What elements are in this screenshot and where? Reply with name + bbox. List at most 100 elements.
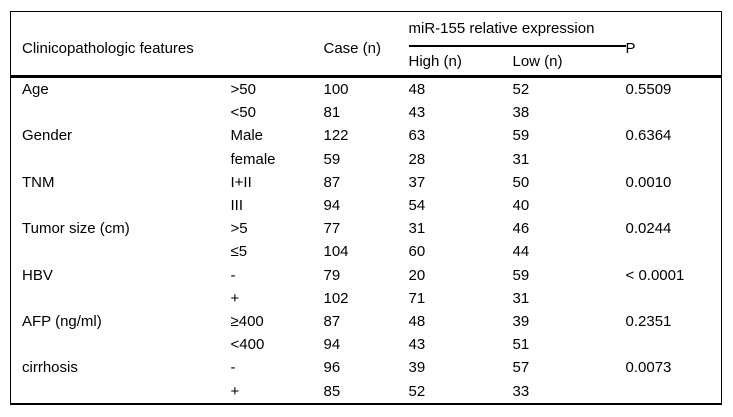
subcategory-cell: >50 (230, 81, 256, 99)
high-cell: 31 (408, 220, 426, 238)
feature-cell (11, 333, 231, 356)
subcategory-cell: Male (230, 127, 264, 145)
subcategory-cell: - (230, 266, 236, 284)
low-cell: 40 (512, 197, 530, 215)
high-cell: 52 (408, 382, 426, 400)
table-row: + 85 52 33 (11, 379, 722, 403)
table-row: III 94 54 40 (11, 194, 722, 217)
p-cell (626, 101, 722, 124)
feature-cell: Tumor size (cm) (22, 220, 130, 238)
subcategory-cell: female (230, 150, 276, 168)
case-cell: 77 (323, 220, 341, 238)
feature-cell (11, 287, 231, 310)
low-cell: 31 (512, 150, 530, 168)
table-row: <400 94 43 51 (11, 333, 722, 356)
subcategory-cell: <50 (230, 104, 256, 122)
case-cell: 87 (323, 173, 341, 191)
low-cell: 50 (512, 173, 530, 191)
table-row: AFP (ng/ml) ≥400 87 48 39 0.2351 (11, 310, 722, 333)
table-row: Age >50 100 48 52 0.5509 (11, 77, 722, 102)
table-row: female 59 28 31 (11, 148, 722, 171)
high-cell: 60 (408, 243, 426, 261)
table-body: Age >50 100 48 52 0.5509 <50 81 43 38 Ge… (11, 77, 722, 404)
p-cell: 0.2351 (625, 312, 672, 330)
header-clinicopathologic-features: Clinicopathologic features (10, 11, 324, 78)
p-cell: 0.5509 (625, 81, 672, 99)
header-case-n: Case (n) (323, 11, 409, 78)
p-cell (626, 194, 722, 217)
table-row: Gender Male 122 63 59 0.6364 (11, 124, 722, 147)
high-cell: 54 (408, 197, 426, 215)
case-cell: 102 (323, 289, 349, 307)
feature-cell (11, 148, 231, 171)
table-header: Clinicopathologic features Case (n) miR-… (10, 11, 722, 78)
low-cell: 39 (512, 312, 530, 330)
feature-cell: TNM (22, 173, 55, 191)
case-cell: 59 (323, 150, 341, 168)
header-row-sub: High (n) Low (n) (11, 46, 722, 78)
p-cell: 0.0073 (625, 359, 672, 377)
p-cell: 0.6364 (625, 127, 672, 145)
high-cell: 48 (408, 312, 426, 330)
case-cell: 87 (323, 312, 341, 330)
subcategory-cell: <400 (230, 336, 265, 354)
p-cell: 0.0010 (625, 173, 672, 191)
case-cell: 81 (323, 104, 341, 122)
table-row: Tumor size (cm) >5 77 31 46 0.0244 (11, 217, 722, 240)
subcategory-cell: ≥400 (230, 312, 264, 330)
feature-cell (11, 240, 231, 263)
subcategory-cell: >5 (230, 220, 248, 238)
low-cell: 59 (512, 266, 530, 284)
feature-cell: Gender (22, 127, 73, 145)
p-cell (626, 148, 722, 171)
low-cell: 52 (512, 81, 530, 99)
low-cell: 31 (512, 289, 530, 307)
case-cell: 122 (323, 127, 349, 145)
feature-cell (11, 379, 231, 403)
p-cell (626, 240, 722, 263)
high-cell: 39 (408, 359, 426, 377)
table-row: + 102 71 31 (11, 287, 722, 310)
case-cell: 79 (323, 266, 341, 284)
high-cell: 20 (408, 266, 426, 284)
table-row: TNM I+II 87 37 50 0.0010 (11, 171, 722, 194)
feature-cell (11, 101, 231, 124)
subcategory-cell: + (230, 289, 240, 307)
case-cell: 104 (323, 243, 349, 261)
low-cell: 46 (512, 220, 530, 238)
header-p-value: P (625, 11, 722, 78)
subcategory-cell: III (230, 197, 244, 215)
high-cell: 37 (408, 173, 426, 191)
p-cell (626, 333, 722, 356)
high-cell: 71 (408, 289, 426, 307)
clinicopathologic-table: Clinicopathologic features Case (n) miR-… (10, 11, 723, 405)
p-cell (626, 379, 722, 403)
feature-cell: cirrhosis (22, 359, 78, 377)
low-cell: 44 (512, 243, 530, 261)
high-cell: 28 (408, 150, 426, 168)
p-cell (626, 287, 722, 310)
p-cell: < 0.0001 (625, 266, 685, 284)
feature-cell: Age (22, 81, 49, 99)
subcategory-cell: - (230, 359, 236, 377)
high-cell: 48 (408, 81, 426, 99)
case-cell: 100 (323, 81, 349, 99)
p-cell: 0.0244 (625, 220, 672, 238)
subcategory-cell: I+II (230, 173, 252, 191)
table-row: cirrhosis - 96 39 57 0.0073 (11, 356, 722, 379)
high-cell: 43 (408, 104, 426, 122)
low-cell: 59 (512, 127, 530, 145)
low-cell: 33 (512, 382, 530, 400)
table-row: <50 81 43 38 (11, 101, 722, 124)
subcategory-cell: + (230, 382, 240, 400)
subcategory-cell: ≤5 (230, 243, 248, 261)
low-cell: 51 (512, 336, 530, 354)
case-cell: 96 (323, 359, 341, 377)
high-cell: 63 (408, 127, 426, 145)
table-row: ≤5 104 60 44 (11, 240, 722, 263)
feature-cell (11, 194, 231, 217)
table-row: HBV - 79 20 59 < 0.0001 (11, 264, 722, 287)
low-cell: 57 (512, 359, 530, 377)
feature-cell: HBV (22, 266, 53, 284)
